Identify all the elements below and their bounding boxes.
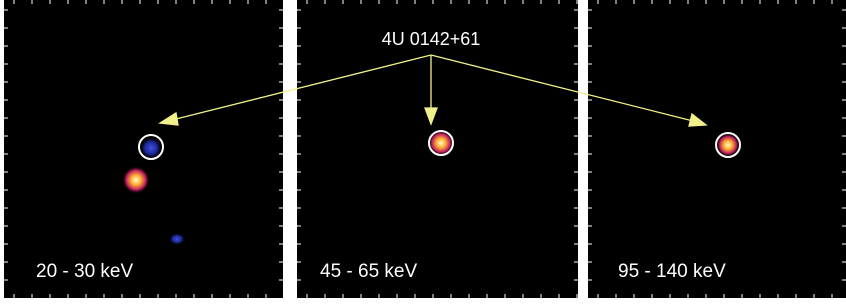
panel-label: 95 - 140 keV: [618, 261, 726, 282]
source-annotation: 4U 0142+61: [382, 29, 481, 49]
figure: 4U 0142+61 20 - 30 keV 45 - 65 keV 95 - …: [0, 0, 846, 306]
panel-label: 20 - 30 keV: [36, 261, 133, 282]
panel-label: 45 - 65 keV: [320, 261, 417, 282]
source-blob: [122, 166, 150, 194]
source-blob: [169, 233, 185, 245]
page: 4U 0142+61 20 - 30 keV 45 - 65 keV 95 - …: [0, 0, 846, 306]
